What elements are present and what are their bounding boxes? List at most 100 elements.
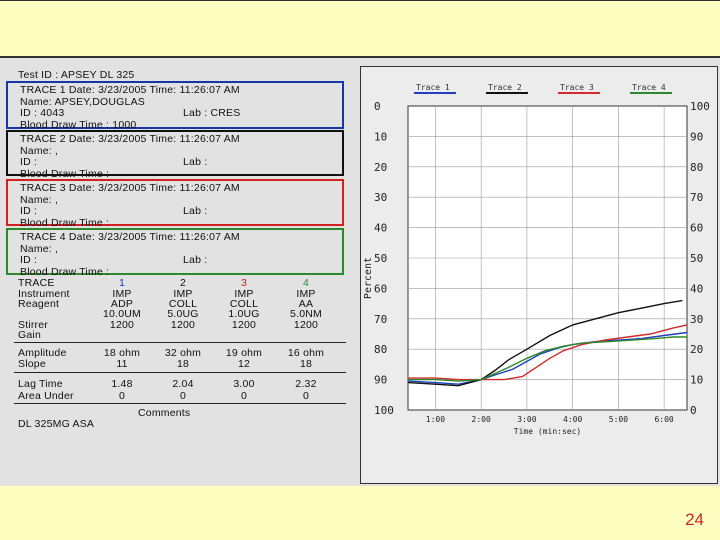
amplitude-3: 19 ohm xyxy=(225,347,263,359)
series-line-3 xyxy=(408,324,688,381)
trace-4-name: Name: , xyxy=(20,242,59,255)
trace-number-4: 4 xyxy=(302,277,310,289)
reagent-1: ADP xyxy=(110,298,134,310)
trace-2-blood-draw: Blood Draw Time : xyxy=(20,167,110,180)
instrument-3: IMP xyxy=(234,288,254,300)
area-2: 0 xyxy=(179,390,187,402)
series-line-4 xyxy=(408,336,687,382)
y-right-tick-label: 70 xyxy=(690,191,703,204)
area-3: 0 xyxy=(240,390,248,402)
slope-4: 18 xyxy=(299,358,313,370)
y-right-tick-label: 80 xyxy=(690,161,703,174)
x-tick-label: 3:00 xyxy=(517,415,536,424)
trace-info-panel: Test ID : APSEY DL 325 TRACE 1 Date: 3/2… xyxy=(0,58,355,486)
reagent-label: Reagent xyxy=(18,298,60,310)
x-tick-label: 6:00 xyxy=(654,415,673,424)
y-right-tick-label: 20 xyxy=(690,343,703,356)
y-right-tick-label: 60 xyxy=(690,222,703,235)
area-1: 0 xyxy=(118,390,126,402)
trace-1-blood-draw: Blood Draw Time : 1000 xyxy=(20,118,137,131)
legend-entry: Trace 2 xyxy=(488,83,522,92)
trace-4-blood-draw: Blood Draw Time : xyxy=(20,265,110,278)
trace-number-2: 2 xyxy=(179,277,187,289)
y-right-tick-label: 0 xyxy=(690,404,697,417)
y-right-tick-label: 90 xyxy=(690,130,703,143)
trace-4-box: TRACE 4 Date: 3/23/2005 Time: 11:26:07 A… xyxy=(6,228,344,277)
y-left-tick-label: 90 xyxy=(374,374,387,387)
lag-2: 2.04 xyxy=(172,378,194,390)
trace-1-header: TRACE 1 Date: 3/23/2005 Time: 11:26:07 A… xyxy=(20,84,240,96)
x-tick-label: 4:00 xyxy=(563,415,582,424)
trace-4-header: TRACE 4 Date: 3/23/2005 Time: 11:26:07 A… xyxy=(20,231,240,243)
y-right-tick-label: 100 xyxy=(690,100,710,113)
reagent-dose-4: 5.0NM xyxy=(290,308,322,320)
trace-1-name: Name: APSEY,DOUGLAS xyxy=(20,95,145,108)
y-left-tick-label: 10 xyxy=(374,130,387,143)
y-axis-label: Percent xyxy=(363,257,374,299)
trace-3-header: TRACE 3 Date: 3/23/2005 Time: 11:26:07 A… xyxy=(20,182,240,194)
comment-text: DL 325MG ASA xyxy=(18,418,95,430)
x-axis-label: Time (min:sec) xyxy=(514,427,581,436)
y-right-tick-label: 50 xyxy=(690,252,703,265)
instrument-1: IMP xyxy=(112,288,132,300)
trace-2-lab: Lab : xyxy=(183,156,208,168)
legend-entry: Trace 1 xyxy=(416,83,450,92)
y-right-tick-label: 40 xyxy=(690,282,703,295)
instrument-2: IMP xyxy=(173,288,193,300)
y-left-tick-label: 0 xyxy=(374,100,381,113)
trace-2-box: TRACE 2 Date: 3/23/2005 Time: 11:26:07 A… xyxy=(6,130,344,179)
slope-label: Slope xyxy=(18,358,46,370)
trace-number-3: 3 xyxy=(240,277,248,289)
y-left-tick-label: 100 xyxy=(374,404,394,417)
series-line-1 xyxy=(407,331,688,385)
slide-title-area xyxy=(0,0,720,58)
area-under-label: Area Under xyxy=(18,390,74,402)
y-left-tick-label: 70 xyxy=(374,313,387,326)
lag-3: 3.00 xyxy=(233,378,255,390)
table-divider xyxy=(14,403,346,404)
lag-1: 1.48 xyxy=(111,378,133,390)
legend-entry: Trace 3 xyxy=(560,83,594,92)
trace-3-lab: Lab : xyxy=(183,205,208,217)
trace-4-id: ID : xyxy=(20,254,38,266)
trace-2-name: Name: , xyxy=(20,144,59,157)
y-left-tick-label: 40 xyxy=(374,222,387,235)
trace-3-id: ID : xyxy=(20,205,38,217)
y-left-tick-label: 30 xyxy=(374,191,387,204)
page-number: 24 xyxy=(685,510,704,529)
table-divider xyxy=(14,372,346,373)
trace-2-id: ID : xyxy=(20,156,38,168)
comments-label: Comments xyxy=(138,407,191,419)
y-left-tick-label: 20 xyxy=(374,161,387,174)
stirrer-2: 1200 xyxy=(170,319,196,331)
series-line-2 xyxy=(407,299,683,387)
table-divider xyxy=(14,342,346,343)
trace-2-header: TRACE 2 Date: 3/23/2005 Time: 11:26:07 A… xyxy=(20,133,240,145)
x-tick-label: 2:00 xyxy=(472,415,491,424)
stirrer-label: Stirrer xyxy=(18,319,48,331)
amplitude-4: 16 ohm xyxy=(287,347,325,359)
slope-2: 18 xyxy=(176,358,190,370)
amplitude-2: 32 ohm xyxy=(164,347,202,359)
reagent-4: AA xyxy=(298,298,314,310)
x-tick-label: 5:00 xyxy=(609,415,628,424)
reagent-2: COLL xyxy=(168,298,198,310)
y-left-tick-label: 50 xyxy=(374,252,387,265)
y-right-tick-label: 10 xyxy=(690,374,703,387)
instrument-4: IMP xyxy=(296,288,316,300)
trace-column-label: TRACE xyxy=(18,277,55,289)
reagent-dose-2: 5.0UG xyxy=(167,308,199,320)
trace-1-box: TRACE 1 Date: 3/23/2005 Time: 11:26:07 A… xyxy=(6,81,344,131)
test-id: Test ID : APSEY DL 325 xyxy=(18,69,135,81)
reagent-dose-3: 1.0UG xyxy=(228,308,260,320)
lag-4: 2.32 xyxy=(295,378,317,390)
aggregation-chart: 0 100 10 90 20 80 30 70 40 60 50 50 60 40 70 30 80 20 90 10… xyxy=(360,66,718,484)
trace-3-box: TRACE 3 Date: 3/23/2005 Time: 11:26:07 A… xyxy=(6,179,344,228)
gain-label: Gain xyxy=(18,329,41,341)
amplitude-label: Amplitude xyxy=(18,347,67,359)
amplitude-1: 18 ohm xyxy=(103,347,141,359)
area-4: 0 xyxy=(302,390,310,402)
trace-1-id: ID : 4043 xyxy=(20,107,65,119)
trace-4-lab: Lab : xyxy=(183,254,208,266)
